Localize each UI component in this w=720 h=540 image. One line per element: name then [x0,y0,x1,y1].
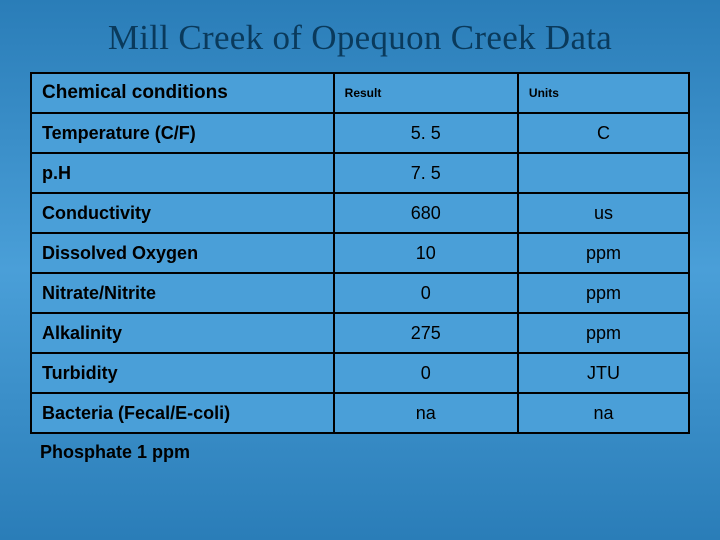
cell-result: 0 [334,273,518,313]
header-chemical-conditions: Chemical conditions [31,73,334,113]
header-units: Units [518,73,689,113]
cell-param: Nitrate/Nitrite [31,273,334,313]
table-body: Temperature (C/F) 5. 5 C p.H 7. 5 Conduc… [31,113,689,433]
table-row: Alkalinity 275 ppm [31,313,689,353]
cell-param: Dissolved Oxygen [31,233,334,273]
slide-title: Mill Creek of Opequon Creek Data [0,0,720,72]
cell-units: C [518,113,689,153]
cell-units: na [518,393,689,433]
table-row: Bacteria (Fecal/E-coli) na na [31,393,689,433]
table-row: Nitrate/Nitrite 0 ppm [31,273,689,313]
cell-units: ppm [518,273,689,313]
cell-result: 275 [334,313,518,353]
cell-param: Conductivity [31,193,334,233]
cell-param: p.H [31,153,334,193]
cell-units: JTU [518,353,689,393]
table-row: Conductivity 680 us [31,193,689,233]
cell-result: 0 [334,353,518,393]
cell-result: 10 [334,233,518,273]
data-table-container: Chemical conditions Result Units Tempera… [30,72,690,434]
footnote-phosphate: Phosphate 1 ppm [30,442,690,463]
table-row: Temperature (C/F) 5. 5 C [31,113,689,153]
table-row: p.H 7. 5 [31,153,689,193]
slide: Mill Creek of Opequon Creek Data Chemica… [0,0,720,540]
table-row: Turbidity 0 JTU [31,353,689,393]
cell-units: us [518,193,689,233]
cell-param: Bacteria (Fecal/E-coli) [31,393,334,433]
cell-param: Alkalinity [31,313,334,353]
cell-result: 680 [334,193,518,233]
cell-param: Temperature (C/F) [31,113,334,153]
table-row: Dissolved Oxygen 10 ppm [31,233,689,273]
chemical-conditions-table: Chemical conditions Result Units Tempera… [30,72,690,434]
cell-result: 5. 5 [334,113,518,153]
cell-result: na [334,393,518,433]
cell-units [518,153,689,193]
cell-param: Turbidity [31,353,334,393]
header-result: Result [334,73,518,113]
table-header-row: Chemical conditions Result Units [31,73,689,113]
cell-result: 7. 5 [334,153,518,193]
cell-units: ppm [518,233,689,273]
cell-units: ppm [518,313,689,353]
